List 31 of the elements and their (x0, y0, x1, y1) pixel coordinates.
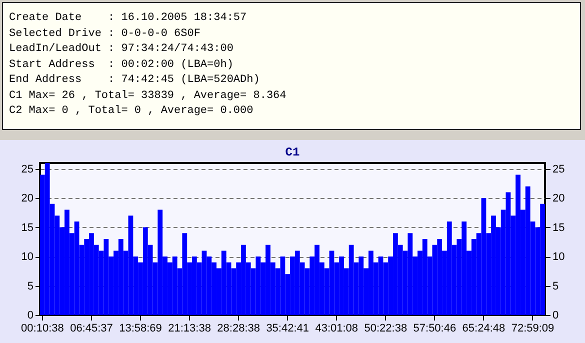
x-tick-label: 43:01:08 (315, 322, 358, 334)
y2-tick-label: 5 (552, 280, 559, 292)
x-tick-label: 35:42:41 (266, 322, 310, 334)
y-tick-label: 25 (21, 163, 34, 176)
y2-tick-label: 15 (552, 222, 565, 234)
y2-tick-label: 10 (552, 251, 565, 264)
x-tick-label: 00:10:38 (21, 322, 64, 334)
x-tick-label: 21:13:38 (168, 322, 211, 334)
text: LeadIn/LeadOut : 97:34:24/74:43:00 (9, 42, 234, 57)
y2-tick-label: 0 (552, 310, 559, 322)
y2-tick-label: 25 (552, 163, 565, 176)
x-tick-label: 13:58:69 (119, 322, 162, 334)
text: Selected Drive : 0-0-0-0 6S0F (9, 26, 202, 42)
y-tick-label: 5 (27, 280, 34, 292)
x-tick-label: 57:50:46 (413, 322, 456, 334)
x-tick-label: 50:22:38 (364, 322, 408, 334)
text: C2 Max= 0 , Total= 0 , Average= 0.000 (9, 104, 254, 119)
y-tick-label: 20 (21, 192, 34, 205)
y-tick-label: 10 (21, 251, 34, 264)
x-tick-label: 72:59:09 (511, 322, 554, 334)
text: End Address : 74:42:45 (LBA=520ADh) (9, 73, 261, 88)
text: Create Date : 16.10.2005 18:34:57 (9, 11, 248, 26)
x-tick-label: 28:28:38 (217, 322, 260, 334)
y2-tick-label: 20 (552, 192, 565, 205)
text: Start Address : 00:02:00 (LBA=0h) (9, 58, 234, 72)
y-tick-label: 15 (21, 222, 34, 234)
y-tick-label: 0 (27, 310, 34, 322)
chart-title: C1 (285, 146, 300, 160)
x-tick-label: 06:45:37 (70, 322, 113, 334)
text: C1 Max= 26 , Total= 33839 , Average= 8.364 (9, 88, 288, 104)
x-tick-label: 65:24:48 (462, 322, 506, 334)
